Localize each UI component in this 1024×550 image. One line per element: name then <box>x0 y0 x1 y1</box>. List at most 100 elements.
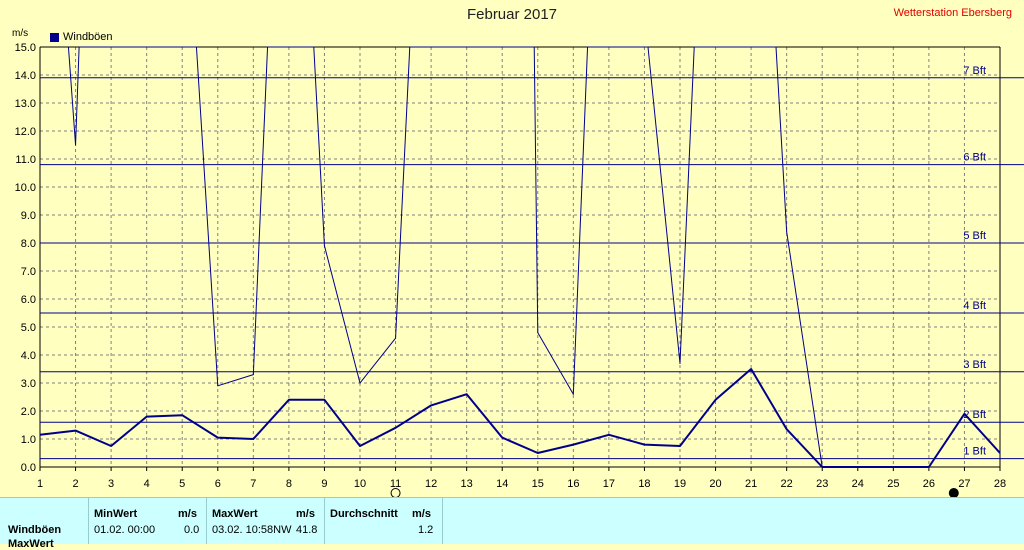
data-point <box>195 46 197 48</box>
stats-avg-cell: Durchschnitt m/s 1.2 <box>324 498 443 544</box>
x-tick-label: 12 <box>425 478 437 490</box>
data-point <box>786 428 788 430</box>
y-tick-label: 0.0 <box>21 462 36 474</box>
x-tick-label: 14 <box>496 478 508 490</box>
data-point <box>715 399 717 401</box>
legend-label: Windböen <box>63 31 113 43</box>
beaufort-label: 4 Bft <box>963 300 986 312</box>
x-tick-label: 1 <box>37 478 43 490</box>
x-tick-label: 10 <box>354 478 366 490</box>
x-tick-label: 23 <box>816 478 828 490</box>
data-point <box>217 385 219 387</box>
filled-circle-marker <box>948 488 959 497</box>
data-point <box>501 437 503 439</box>
data-point <box>409 46 411 48</box>
x-tick-label: 6 <box>215 478 221 490</box>
x-tick-label: 8 <box>286 478 292 490</box>
y-tick-label: 5.0 <box>21 322 36 334</box>
data-point <box>110 445 112 447</box>
data-point <box>537 332 539 334</box>
y-tick-label: 3.0 <box>21 378 36 390</box>
y-tick-label: 9.0 <box>21 210 36 222</box>
max-value: 41.8 <box>296 524 318 536</box>
data-point <box>821 466 823 468</box>
avg-unit: m/s <box>412 508 431 520</box>
max-unit: m/s <box>296 508 315 520</box>
data-point <box>679 445 681 447</box>
series-line <box>67 46 823 468</box>
data-point <box>892 466 894 468</box>
min-header: MinWert <box>94 508 138 520</box>
data-point <box>267 46 269 48</box>
x-tick-label: 21 <box>745 478 757 490</box>
beaufort-label: 5 Bft <box>963 230 986 242</box>
stats-max-cell: MaxWert m/s 03.02. 10:58NW 41.8 <box>206 498 325 544</box>
data-point <box>572 393 574 395</box>
series-line <box>39 368 1001 468</box>
data-point <box>572 444 574 446</box>
x-tick-label: 22 <box>781 478 793 490</box>
data-point <box>533 46 535 48</box>
data-point <box>75 430 77 432</box>
beaufort-label: 7 Bft <box>963 65 986 77</box>
x-tick-label: 5 <box>179 478 185 490</box>
y-tick-label: 13.0 <box>15 98 36 110</box>
data-point <box>750 368 752 370</box>
data-point <box>608 434 610 436</box>
y-tick-label: 15.0 <box>15 42 36 54</box>
min-unit: m/s <box>178 508 197 520</box>
x-tick-label: 15 <box>532 478 544 490</box>
data-point <box>323 399 325 401</box>
station-name: Wetterstation Ebersberg <box>893 7 1012 19</box>
data-point <box>313 46 315 48</box>
y-tick-label: 1.0 <box>21 434 36 446</box>
data-point <box>67 46 69 48</box>
data-point <box>146 416 148 418</box>
data-point <box>75 144 77 146</box>
stats-panel: Windböen MaxWert MinWert m/s 01.02. 00:0… <box>0 497 1024 550</box>
y-tick-label: 7.0 <box>21 266 36 278</box>
data-point <box>395 337 397 339</box>
data-point <box>217 437 219 439</box>
beaufort-label: 3 Bft <box>963 359 986 371</box>
avg-header: Durchschnitt <box>330 508 398 520</box>
stats-label-cell <box>0 498 89 544</box>
x-tick-label: 18 <box>638 478 650 490</box>
x-tick-label: 9 <box>321 478 327 490</box>
x-tick-label: 16 <box>567 478 579 490</box>
beaufort-label: 1 Bft <box>963 446 986 458</box>
data-point <box>963 413 965 415</box>
y-tick-label: 12.0 <box>15 126 36 138</box>
open-circle-marker <box>390 488 401 497</box>
legend: Windböen <box>50 31 113 43</box>
data-point <box>359 445 361 447</box>
stats-row-label: Windböen <box>8 524 62 536</box>
data-point <box>78 46 80 48</box>
data-point <box>587 46 589 48</box>
y-tick-label: 6.0 <box>21 294 36 306</box>
data-point <box>857 466 859 468</box>
max-header: MaxWert <box>212 508 258 520</box>
data-point <box>252 438 254 440</box>
y-unit-label: m/s <box>12 28 29 39</box>
y-tick-label: 8.0 <box>21 238 36 250</box>
data-point <box>359 382 361 384</box>
min-value: 0.0 <box>184 524 200 536</box>
data-point <box>643 444 645 446</box>
chart-title: Februar 2017 <box>466 6 558 23</box>
chart: 1 2 3 4 5 6 7 8 9 10 11 12 13 14 15 16 17 18 19 20 21 22 23 24 2… <box>15 42 1024 497</box>
x-tick-label: 3 <box>108 478 114 490</box>
y-tick-label: 2.0 <box>21 406 36 418</box>
data-point <box>928 466 930 468</box>
x-tick-label: 26 <box>923 478 935 490</box>
data-point <box>430 404 432 406</box>
x-tick-label: 4 <box>144 478 150 490</box>
data-point <box>288 399 290 401</box>
x-tick-label: 20 <box>709 478 721 490</box>
data-point <box>693 46 695 48</box>
y-tick-label: 10.0 <box>15 182 36 194</box>
min-date: 01.02. 00:00 <box>94 524 156 536</box>
max-date: 03.02. 10:58NW <box>212 524 292 536</box>
data-point <box>537 452 539 454</box>
stats-min-cell: MinWert m/s 01.02. 00:00 0.0 <box>88 498 207 544</box>
